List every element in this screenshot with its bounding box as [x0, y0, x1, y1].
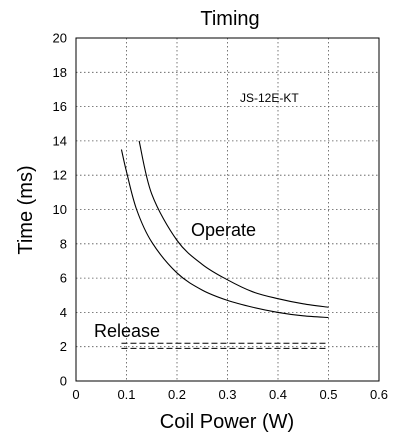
y-tick-label: 14: [53, 133, 67, 148]
release-label: Release: [94, 321, 160, 341]
x-tick-label: 0.4: [269, 387, 287, 402]
y-axis-label: Time (ms): [15, 165, 37, 254]
y-tick-label: 8: [60, 236, 67, 251]
x-tick-label: 0.6: [370, 387, 388, 402]
grid: [76, 38, 379, 381]
y-tick-label: 20: [53, 31, 67, 46]
x-tick-label: 0.1: [117, 387, 135, 402]
chart-title: Timing: [200, 8, 259, 30]
y-tick-label: 18: [53, 65, 67, 80]
x-tick-label: 0.2: [168, 387, 186, 402]
x-tick-label: 0: [72, 387, 79, 402]
y-tick-label: 16: [53, 99, 67, 114]
y-tick-label: 2: [60, 339, 67, 354]
y-tick-label: 4: [60, 305, 67, 320]
y-tick-label: 0: [60, 374, 67, 389]
y-tick-label: 12: [53, 168, 67, 183]
data-series: [120, 140, 329, 349]
y-tick-label: 6: [60, 271, 67, 286]
operate-label: Operate: [191, 220, 256, 240]
operate-curve-1: [120, 149, 329, 319]
x-tick-label: 0.3: [218, 387, 236, 402]
plot-frame: [75, 37, 380, 382]
operate-curve-2: [138, 140, 329, 308]
y-tick-label: 10: [53, 202, 67, 217]
x-axis-label: Coil Power (W): [160, 411, 294, 433]
model-label: JS-12E-KT: [240, 91, 299, 105]
x-tick-label: 0.5: [319, 387, 337, 402]
tick-labels: 0 0.1 0.2 0.3 0.4 0.5 0.6 0 2 4 6 8 10 12 14 16 18 20: [53, 31, 389, 403]
